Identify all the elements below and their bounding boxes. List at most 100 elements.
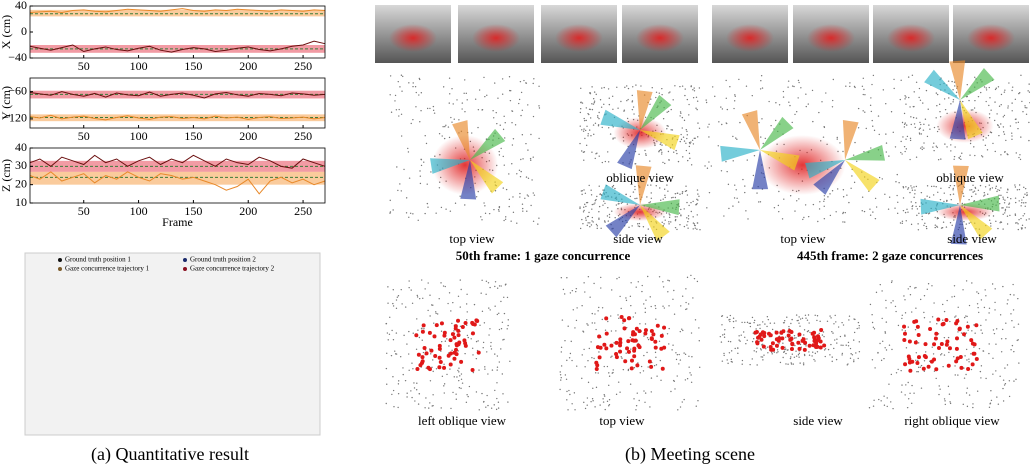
photo-highlight xyxy=(967,24,1015,52)
trajectory-point xyxy=(661,367,665,371)
cloud-point xyxy=(680,359,681,360)
cloud-point xyxy=(939,389,940,390)
trajectory-point xyxy=(415,367,419,371)
cloud-point xyxy=(464,79,465,80)
cloud-point xyxy=(915,127,916,128)
cloud-point xyxy=(460,306,461,307)
trajectory-point xyxy=(648,360,652,364)
cloud-point xyxy=(734,100,735,101)
cloud-point xyxy=(511,163,512,164)
cloud-point xyxy=(956,92,957,93)
cloud-point xyxy=(830,215,831,216)
cloud-point xyxy=(902,223,903,224)
trajectory-point xyxy=(429,349,433,353)
trajectory-point xyxy=(428,331,432,335)
cloud-point xyxy=(798,356,799,357)
cloud-point xyxy=(915,202,916,203)
cloud-point xyxy=(484,96,485,97)
cloud-point xyxy=(424,407,425,408)
cloud-point xyxy=(691,332,692,333)
cloud-point xyxy=(814,360,815,361)
cloud-point xyxy=(854,332,855,333)
cloud-point xyxy=(1004,384,1005,385)
cloud-point xyxy=(611,289,612,290)
cloud-point xyxy=(1012,110,1013,111)
cloud-point xyxy=(909,286,910,287)
cloud-point xyxy=(533,221,534,222)
cloud-point xyxy=(741,322,742,323)
cloud-point xyxy=(837,188,838,189)
cloud-point xyxy=(457,370,458,371)
cloud-point xyxy=(990,223,991,224)
cloud-point xyxy=(897,213,898,214)
cloud-point xyxy=(744,192,745,193)
cloud-point xyxy=(387,332,388,333)
cloud-point xyxy=(798,82,799,83)
cloud-point xyxy=(842,345,843,346)
cloud-point xyxy=(683,399,684,400)
cloud-point xyxy=(609,399,610,400)
cloud-point xyxy=(1013,294,1014,295)
cloud-point xyxy=(460,388,461,389)
cloud-point xyxy=(833,323,834,324)
cloud-point xyxy=(989,87,990,88)
cloud-point xyxy=(891,374,892,375)
cloud-point xyxy=(871,84,872,85)
cloud-point xyxy=(1022,225,1023,226)
cloud-point xyxy=(585,130,586,131)
cloud-point xyxy=(1005,140,1006,141)
cloud-point xyxy=(722,334,723,335)
cloud-point xyxy=(753,338,754,339)
cloud-point xyxy=(496,123,497,124)
cloud-point xyxy=(510,100,511,101)
cloud-point xyxy=(667,125,668,126)
cloud-point xyxy=(458,371,459,372)
cloud-point xyxy=(496,398,497,399)
cloud-point xyxy=(590,117,591,118)
cloud-point xyxy=(1020,75,1021,76)
cloud-point xyxy=(591,194,592,195)
cloud-point xyxy=(1005,323,1006,324)
trajectory-point xyxy=(934,332,938,336)
cloud-point xyxy=(687,277,688,278)
cloud-point xyxy=(445,341,446,342)
cloud-point xyxy=(392,303,393,304)
cloud-point xyxy=(839,142,840,143)
cloud-point xyxy=(521,92,522,93)
view-label: side view xyxy=(947,231,997,246)
cloud-point xyxy=(880,284,881,285)
trajectory-point xyxy=(457,342,461,346)
cloud-point xyxy=(747,322,748,323)
cloud-point xyxy=(605,330,606,331)
cloud-point xyxy=(1000,187,1001,188)
cloud-point xyxy=(1007,364,1008,365)
cloud-point xyxy=(1001,104,1002,105)
cloud-point xyxy=(988,105,989,106)
cloud-point xyxy=(938,159,939,160)
cloud-point xyxy=(609,404,610,405)
cloud-point xyxy=(596,152,597,153)
cloud-point xyxy=(831,331,832,332)
cloud-point xyxy=(665,219,666,220)
cloud-point xyxy=(809,332,810,333)
cloud-point xyxy=(966,223,967,224)
trajectory-point xyxy=(632,354,636,358)
cloud-point xyxy=(968,361,969,362)
cloud-point xyxy=(891,280,892,281)
cloud-point xyxy=(975,188,976,189)
cloud-point xyxy=(409,177,410,178)
cloud-point xyxy=(666,112,667,113)
cloud-point xyxy=(522,210,523,211)
cloud-point xyxy=(828,349,829,350)
cloud-point xyxy=(949,401,950,402)
trajectory-point xyxy=(620,315,624,319)
cloud-point xyxy=(732,205,733,206)
cloud-point xyxy=(699,340,700,341)
cloud-point xyxy=(511,110,512,111)
photo-highlight xyxy=(887,24,935,52)
trajectory-point xyxy=(449,338,453,342)
cloud-point xyxy=(756,351,757,352)
cloud-point xyxy=(986,89,987,90)
cloud-point xyxy=(696,229,697,230)
cloud-point xyxy=(996,113,997,114)
